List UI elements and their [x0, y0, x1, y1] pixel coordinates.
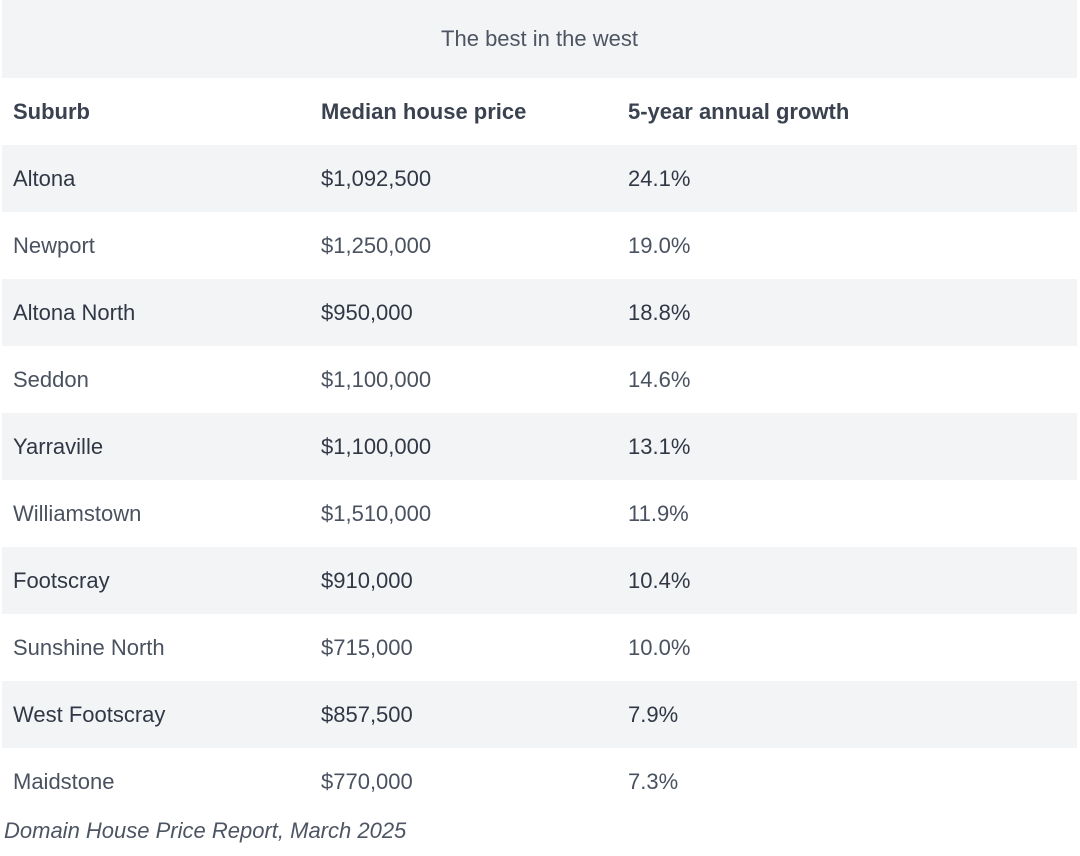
- header-suburb: Suburb: [2, 78, 310, 145]
- table-row: Maidstone $770,000 7.3%: [2, 748, 1077, 815]
- header-median-house-price: Median house price: [310, 78, 617, 145]
- table-row: Footscray $910,000 10.4%: [2, 547, 1077, 614]
- suburb-cell: Sunshine North: [2, 614, 310, 681]
- growth-cell: 14.6%: [617, 346, 1077, 413]
- suburb-cell: Footscray: [2, 547, 310, 614]
- suburb-cell: Williamstown: [2, 480, 310, 547]
- price-cell: $1,092,500: [310, 145, 617, 212]
- price-cell: $1,510,000: [310, 480, 617, 547]
- table-row: Seddon $1,100,000 14.6%: [2, 346, 1077, 413]
- growth-cell: 11.9%: [617, 480, 1077, 547]
- price-cell: $857,500: [310, 681, 617, 748]
- table-row: West Footscray $857,500 7.9%: [2, 681, 1077, 748]
- table-caption: The best in the west: [2, 0, 1077, 78]
- growth-cell: 10.4%: [617, 547, 1077, 614]
- price-cell: $770,000: [310, 748, 617, 815]
- suburb-cell: West Footscray: [2, 681, 310, 748]
- table-row: Altona $1,092,500 24.1%: [2, 145, 1077, 212]
- suburb-cell: Newport: [2, 212, 310, 279]
- growth-cell: 19.0%: [617, 212, 1077, 279]
- table-row: Sunshine North $715,000 10.0%: [2, 614, 1077, 681]
- growth-cell: 18.8%: [617, 279, 1077, 346]
- suburb-cell: Yarraville: [2, 413, 310, 480]
- price-cell: $950,000: [310, 279, 617, 346]
- suburb-cell: Altona North: [2, 279, 310, 346]
- growth-cell: 7.9%: [617, 681, 1077, 748]
- header-annual-growth: 5-year annual growth: [617, 78, 1077, 145]
- price-cell: $1,100,000: [310, 346, 617, 413]
- header-row: Suburb Median house price 5-year annual …: [2, 78, 1077, 145]
- price-cell: $1,250,000: [310, 212, 617, 279]
- suburb-cell: Maidstone: [2, 748, 310, 815]
- price-cell: $715,000: [310, 614, 617, 681]
- source-note: Domain House Price Report, March 2025: [4, 818, 407, 843]
- suburb-cell: Altona: [2, 145, 310, 212]
- table-row: Yarraville $1,100,000 13.1%: [2, 413, 1077, 480]
- growth-cell: 7.3%: [617, 748, 1077, 815]
- suburb-price-table: Suburb Median house price 5-year annual …: [2, 78, 1077, 815]
- table-row: Newport $1,250,000 19.0%: [2, 212, 1077, 279]
- table-row: Altona North $950,000 18.8%: [2, 279, 1077, 346]
- price-cell: $1,100,000: [310, 413, 617, 480]
- price-cell: $910,000: [310, 547, 617, 614]
- table-row: Williamstown $1,510,000 11.9%: [2, 480, 1077, 547]
- growth-cell: 10.0%: [617, 614, 1077, 681]
- suburb-cell: Seddon: [2, 346, 310, 413]
- growth-cell: 24.1%: [617, 145, 1077, 212]
- growth-cell: 13.1%: [617, 413, 1077, 480]
